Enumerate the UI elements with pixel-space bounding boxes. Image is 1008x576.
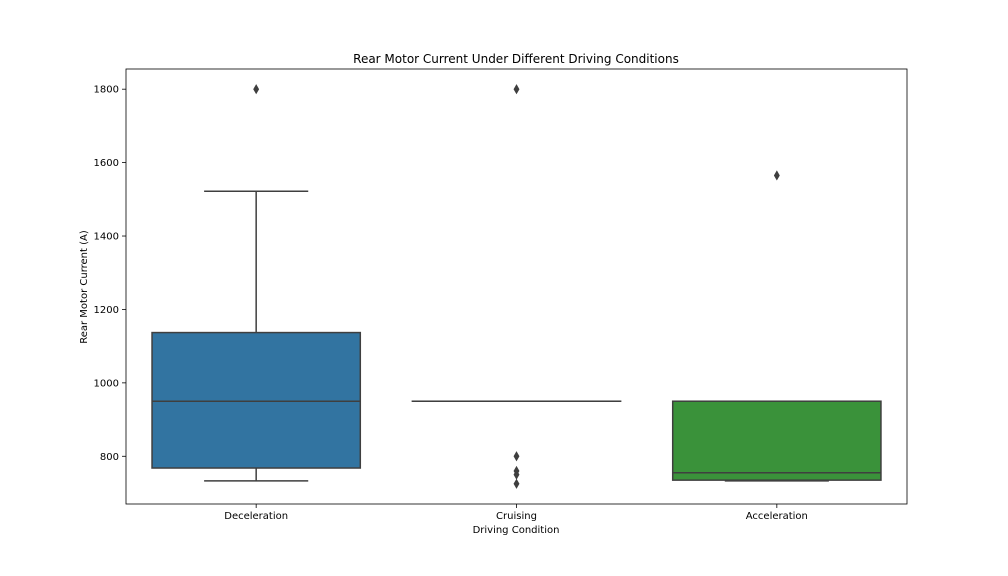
x-tick-label: Deceleration bbox=[224, 511, 288, 522]
box-group-deceleration bbox=[151, 84, 362, 482]
x-tick-label: Acceleration bbox=[746, 511, 808, 522]
outlier-point bbox=[773, 170, 780, 181]
y-tick-label: 1400 bbox=[94, 232, 119, 243]
plot-area bbox=[151, 84, 882, 489]
outlier-point bbox=[253, 84, 260, 95]
outlier-point bbox=[513, 451, 520, 462]
y-axis-label: Rear Motor Current (A) bbox=[79, 230, 90, 344]
y-tick-label: 800 bbox=[100, 452, 119, 463]
y-tick-label: 1800 bbox=[94, 85, 119, 96]
x-tick-label: Cruising bbox=[496, 511, 537, 522]
y-tick-label: 1000 bbox=[94, 378, 119, 389]
box-group-cruising bbox=[411, 84, 622, 489]
box-iqr bbox=[671, 400, 882, 481]
chart-title: Rear Motor Current Under Different Drivi… bbox=[353, 52, 679, 66]
box-iqr bbox=[151, 331, 362, 469]
x-axis: Deceleration Cruising Acceleration bbox=[224, 504, 808, 522]
x-axis-label: Driving Condition bbox=[473, 525, 560, 536]
y-tick-label: 1600 bbox=[94, 158, 119, 169]
outlier-point bbox=[513, 478, 520, 489]
outlier-point bbox=[513, 84, 520, 95]
box-group-acceleration bbox=[671, 170, 882, 482]
y-tick-label: 1200 bbox=[94, 305, 119, 316]
y-axis: 800 1000 1200 1400 1600 1800 bbox=[94, 85, 126, 463]
